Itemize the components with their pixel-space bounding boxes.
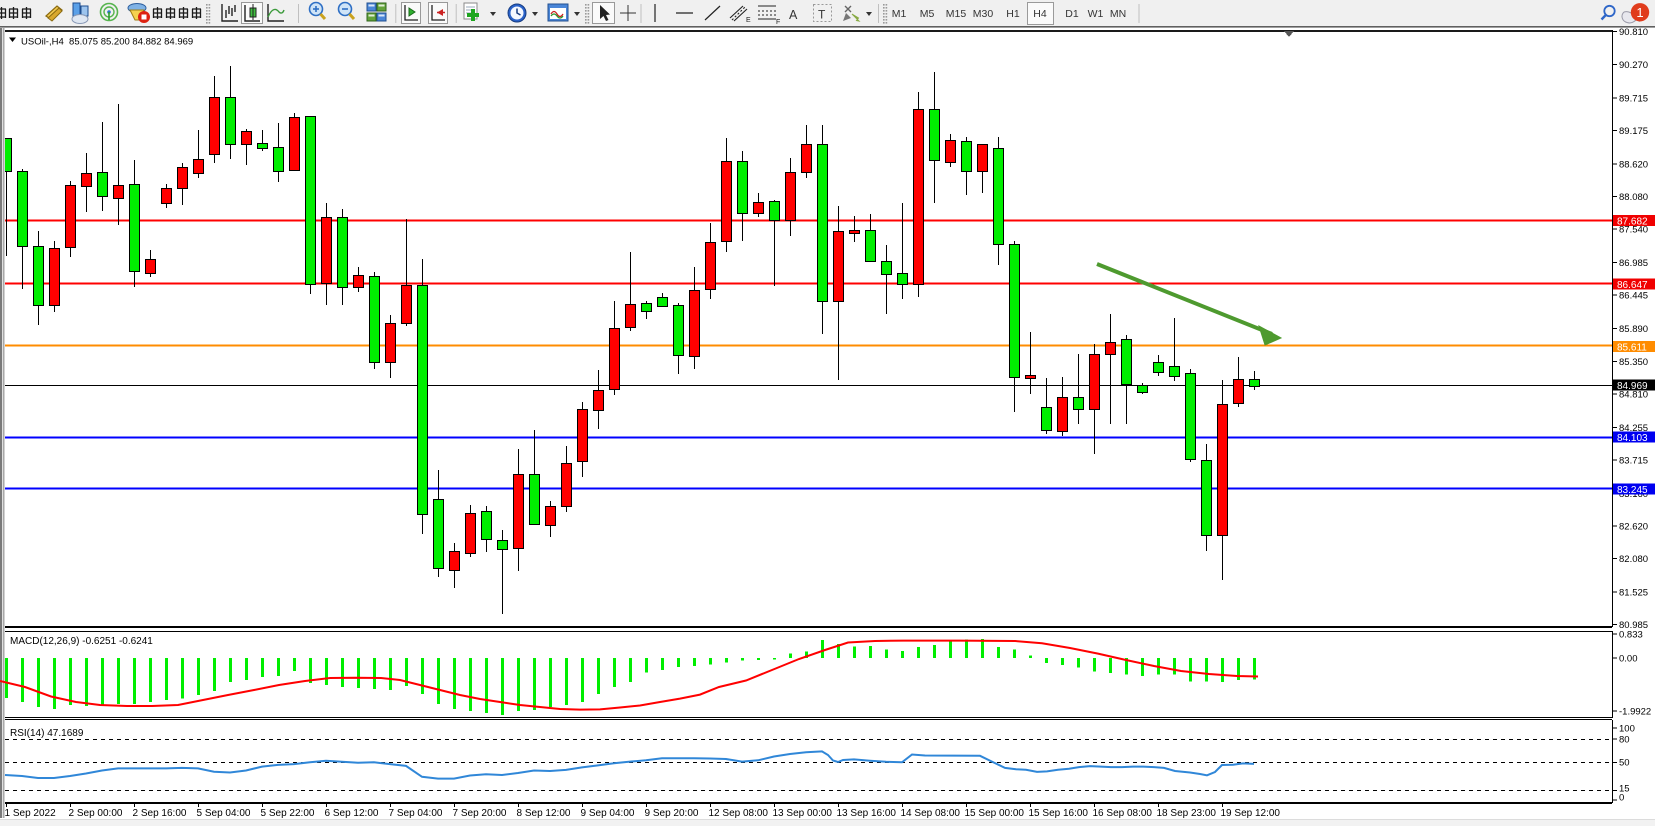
svg-text:14 Sep 08:00: 14 Sep 08:00 <box>901 808 961 819</box>
svg-text:5 Sep 22:00: 5 Sep 22:00 <box>261 808 315 819</box>
svg-text:90.270: 90.270 <box>1619 60 1648 71</box>
svg-text:RSI(14) 47.1689: RSI(14) 47.1689 <box>10 728 84 739</box>
svg-text:80.985: 80.985 <box>1619 620 1648 631</box>
svg-text:-1.9922: -1.9922 <box>1619 707 1651 718</box>
svg-text:86.985: 86.985 <box>1619 258 1648 269</box>
svg-text:84.255: 84.255 <box>1619 423 1648 434</box>
svg-text:90.810: 90.810 <box>1619 27 1648 38</box>
svg-text:0.833: 0.833 <box>1619 630 1643 641</box>
svg-text:9 Sep 04:00: 9 Sep 04:00 <box>581 808 635 819</box>
svg-text:15 Sep 16:00: 15 Sep 16:00 <box>1029 808 1089 819</box>
svg-text:7 Sep 20:00: 7 Sep 20:00 <box>453 808 507 819</box>
svg-text:2 Sep 16:00: 2 Sep 16:00 <box>133 808 187 819</box>
svg-text:13 Sep 16:00: 13 Sep 16:00 <box>837 808 897 819</box>
svg-text:80: 80 <box>1619 735 1630 746</box>
svg-text:MN: MN <box>1110 8 1126 20</box>
svg-text:100: 100 <box>1619 724 1635 735</box>
svg-text:87.682: 87.682 <box>1617 217 1648 228</box>
svg-text:84.810: 84.810 <box>1619 389 1648 400</box>
svg-text:W1: W1 <box>1088 8 1104 20</box>
svg-text:5 Sep 04:00: 5 Sep 04:00 <box>197 808 251 819</box>
svg-text:85.350: 85.350 <box>1619 357 1648 368</box>
svg-text:85.611: 85.611 <box>1617 342 1647 353</box>
svg-text:H1: H1 <box>1006 8 1020 20</box>
svg-text:82.620: 82.620 <box>1619 522 1648 533</box>
svg-text:MACD(12,26,9) -0.6251 -0.6241: MACD(12,26,9) -0.6251 -0.6241 <box>10 636 153 647</box>
svg-text:82.080: 82.080 <box>1619 554 1648 565</box>
svg-text:E: E <box>746 17 751 24</box>
svg-text:81.525: 81.525 <box>1619 588 1648 599</box>
svg-text:19 Sep 12:00: 19 Sep 12:00 <box>1221 808 1281 819</box>
svg-text:83.245: 83.245 <box>1617 485 1648 496</box>
svg-text:83.160: 83.160 <box>1619 489 1648 500</box>
svg-text:0.00: 0.00 <box>1619 654 1638 665</box>
svg-text:H4: H4 <box>1033 8 1047 20</box>
svg-text:84.969: 84.969 <box>1617 381 1648 392</box>
svg-text:13 Sep 00:00: 13 Sep 00:00 <box>773 808 833 819</box>
svg-text:M5: M5 <box>920 8 935 20</box>
svg-text:83.715: 83.715 <box>1619 456 1648 467</box>
svg-text:85.890: 85.890 <box>1619 324 1648 335</box>
svg-text:F: F <box>776 19 780 26</box>
svg-text:2 Sep 00:00: 2 Sep 00:00 <box>69 808 123 819</box>
svg-text:84.103: 84.103 <box>1617 433 1648 444</box>
svg-text:12 Sep 08:00: 12 Sep 08:00 <box>709 808 769 819</box>
svg-text:87.540: 87.540 <box>1619 225 1648 236</box>
svg-text:M1: M1 <box>892 8 907 20</box>
svg-text:A: A <box>789 8 798 22</box>
svg-text:86.647: 86.647 <box>1617 280 1648 291</box>
svg-text:50: 50 <box>1619 758 1630 769</box>
svg-text:88.620: 88.620 <box>1619 159 1648 170</box>
svg-text:1 Sep 2022: 1 Sep 2022 <box>5 808 57 819</box>
svg-text:D1: D1 <box>1065 8 1079 20</box>
svg-text:7 Sep 04:00: 7 Sep 04:00 <box>389 808 443 819</box>
svg-text:88.080: 88.080 <box>1619 192 1648 203</box>
svg-text:15: 15 <box>1619 784 1630 795</box>
svg-text:18 Sep 23:00: 18 Sep 23:00 <box>1157 808 1217 819</box>
svg-text:89.175: 89.175 <box>1619 126 1648 137</box>
svg-text:6 Sep 12:00: 6 Sep 12:00 <box>325 808 379 819</box>
svg-text:15 Sep 00:00: 15 Sep 00:00 <box>965 808 1025 819</box>
svg-text:T: T <box>818 8 826 22</box>
svg-text:USOil-,H4 85.075 85.200 84.88: USOil-,H4 85.075 85.200 84.882 84.969 <box>21 37 193 48</box>
svg-text:1: 1 <box>1636 5 1643 20</box>
svg-text:86.445: 86.445 <box>1619 291 1648 302</box>
svg-text:9 Sep 20:00: 9 Sep 20:00 <box>645 808 699 819</box>
svg-text:8 Sep 12:00: 8 Sep 12:00 <box>517 808 571 819</box>
svg-text:16 Sep 08:00: 16 Sep 08:00 <box>1093 808 1153 819</box>
svg-text:M30: M30 <box>973 8 994 20</box>
svg-text:M15: M15 <box>946 8 967 20</box>
svg-text:89.715: 89.715 <box>1619 93 1648 104</box>
svg-text:0: 0 <box>1619 793 1624 804</box>
